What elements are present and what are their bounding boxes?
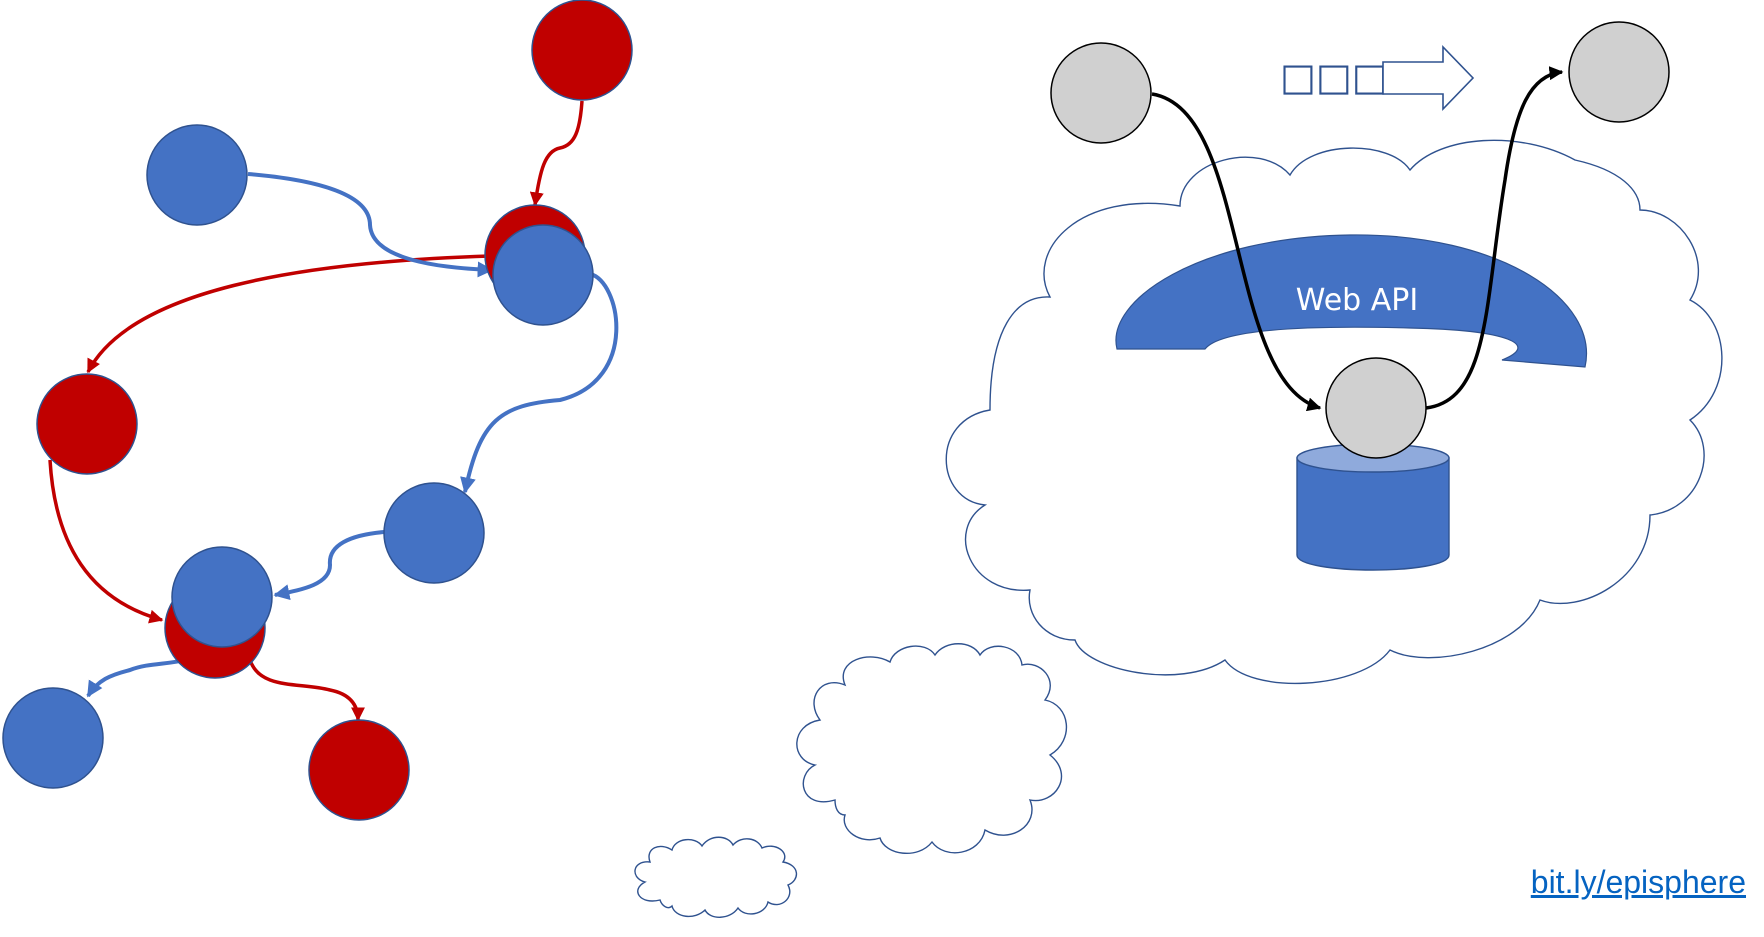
node-blue-bottom-left bbox=[2, 687, 104, 789]
edge-blue-lower-to-bottom bbox=[86, 656, 189, 698]
episphere-link[interactable]: bit.ly/episphere bbox=[1530, 864, 1746, 900]
node-blue-lower bbox=[171, 546, 273, 648]
block-arrow-right-icon bbox=[1382, 45, 1475, 111]
arrow-caption: □□□ bbox=[1280, 55, 1388, 99]
medium-cloud-shape bbox=[796, 643, 1067, 855]
node-red-top bbox=[531, 0, 633, 101]
medium-cloud bbox=[796, 643, 1067, 855]
left-network bbox=[2, 0, 633, 821]
node-blue-upper-left bbox=[146, 124, 248, 226]
edge-red-top-to-hub bbox=[529, 100, 584, 207]
web-api-band bbox=[1115, 234, 1588, 368]
node-gray-source bbox=[1050, 42, 1152, 144]
database-cylinder-icon bbox=[1296, 443, 1450, 571]
node-red-left bbox=[36, 373, 138, 475]
node-blue-hub bbox=[492, 224, 594, 326]
edge-blue-mid-to-lower bbox=[273, 530, 385, 601]
small-cloud bbox=[634, 836, 798, 918]
node-red-bottom bbox=[308, 719, 410, 821]
gray-flow bbox=[1050, 21, 1670, 459]
edge-red-left-to-lower bbox=[48, 459, 164, 624]
edge-blue-hub-to-mid bbox=[460, 272, 619, 494]
web-api-label: Web API bbox=[1296, 283, 1418, 318]
node-blue-mid bbox=[383, 482, 485, 584]
edge-black-in bbox=[1151, 92, 1322, 412]
edge-red-lower-to-bottom bbox=[248, 659, 365, 722]
node-gray-target bbox=[1568, 21, 1670, 123]
node-gray-api bbox=[1325, 357, 1427, 459]
edge-red-hub-to-left bbox=[86, 254, 491, 374]
small-cloud-shape bbox=[634, 836, 798, 918]
edge-black-out bbox=[1425, 66, 1564, 410]
edge-blue-left-to-hub bbox=[247, 172, 494, 278]
